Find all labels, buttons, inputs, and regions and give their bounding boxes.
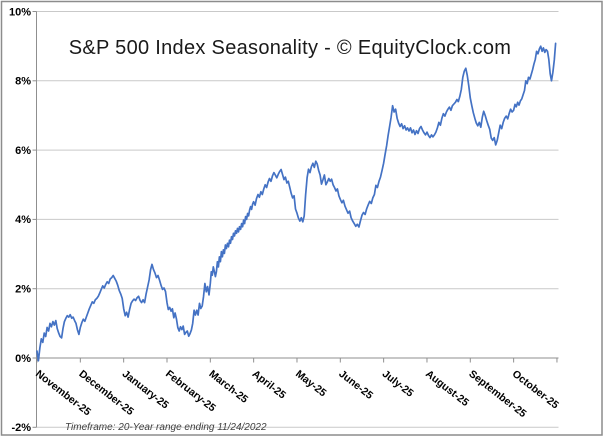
y-axis-tick-label: 2% [15,284,31,296]
series-layer [36,42,557,362]
y-axis-tick-label: 8% [15,76,31,88]
chart-footnote: Timeframe: 20-Year range ending 11/24/20… [65,422,267,433]
y-axis-tick-label: 0% [15,353,31,365]
y-axis-tick-label: 10% [9,6,31,18]
y-axis-tick-label: 4% [15,214,31,226]
y-axis-tick-label: -2% [11,422,31,434]
seasonality-line [36,42,557,362]
chart-title: S&P 500 Index Seasonality - © EquityCloc… [69,37,512,59]
axis-layer [32,11,559,428]
y-axis-tick-label: 6% [15,145,31,157]
